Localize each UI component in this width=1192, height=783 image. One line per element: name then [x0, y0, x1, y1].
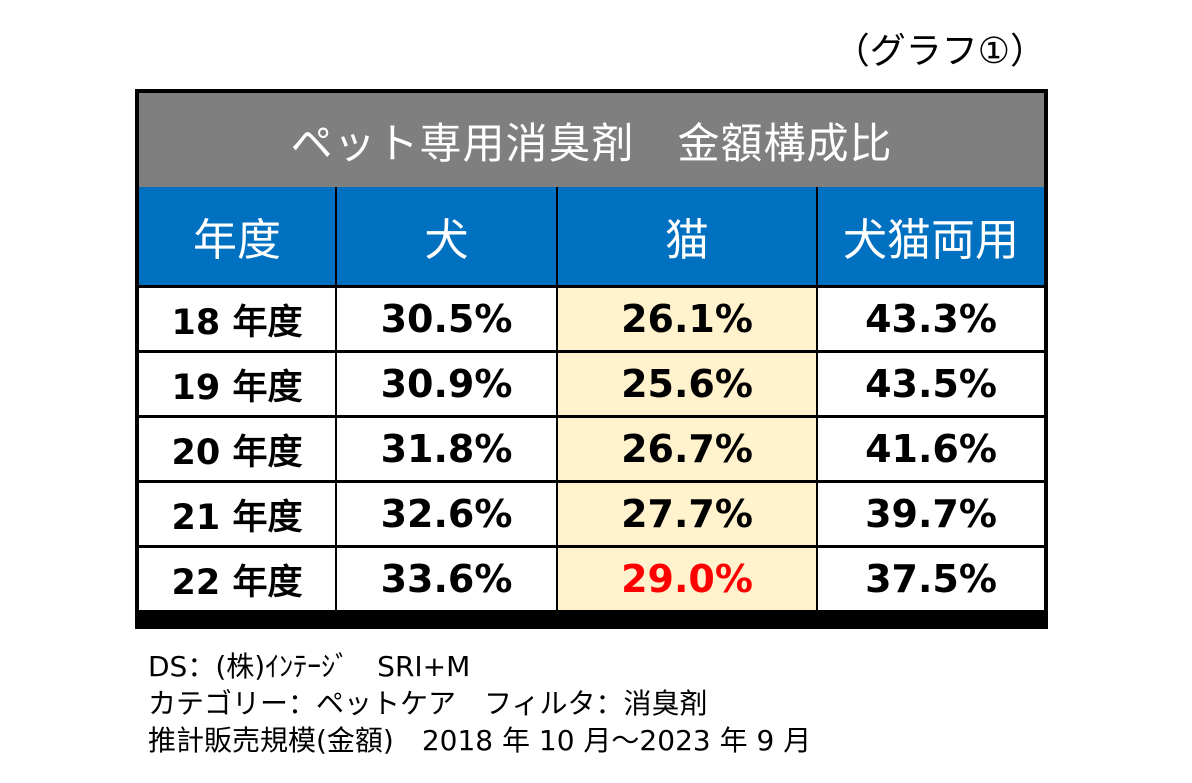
dog-share-cell: 30.5%	[337, 288, 556, 350]
category-filter-note: カテゴリー：ペットケア フィルタ：消臭剤	[148, 687, 708, 720]
source-notes: DS：(株)ｲﾝﾃｰｼﾞ SRI+M カテゴリー：ペットケア フィルタ：消臭剤 …	[148, 648, 811, 759]
data-source-note: DS：(株)ｲﾝﾃｰｼﾞ SRI+M	[148, 650, 471, 683]
row-year-cell: 22 年度	[139, 548, 335, 610]
graph-number-label: （グラフ①）	[833, 31, 1046, 72]
cat-share-cell: 26.7%	[558, 418, 816, 480]
column-header-year: 年度	[139, 187, 335, 285]
dog-share-cell: 32.6%	[337, 483, 556, 545]
table-grid: 年度 犬 猫 犬猫両用 18 年度 30.5% 26.1% 43.3% 19 年…	[139, 187, 1044, 621]
dog-share-cell: 33.6%	[337, 548, 556, 610]
period-note: 推計販売規模(金額) 2018 年 10 月～2023 年 9 月	[148, 724, 812, 757]
both-share-cell: 39.7%	[818, 483, 1044, 545]
column-header-both: 犬猫両用	[818, 187, 1044, 285]
both-share-cell: 43.5%	[818, 353, 1044, 415]
row-year-cell: 20 年度	[139, 418, 335, 480]
dog-share-cell: 31.8%	[337, 418, 556, 480]
table-title: ペット専用消臭剤 金額構成比	[139, 93, 1044, 187]
cat-share-cell: 25.6%	[558, 353, 816, 415]
cat-share-cell: 27.7%	[558, 483, 816, 545]
cat-share-cell: 26.1%	[558, 288, 816, 350]
composition-table: ペット専用消臭剤 金額構成比 年度 犬 猫 犬猫両用 18 年度 30.5% 2…	[135, 89, 1048, 629]
column-header-cat: 猫	[558, 187, 816, 285]
row-year-cell: 19 年度	[139, 353, 335, 415]
row-year-cell: 18 年度	[139, 288, 335, 350]
row-year-cell: 21 年度	[139, 483, 335, 545]
both-share-cell: 41.6%	[818, 418, 1044, 480]
cat-share-cell: 29.0%	[558, 548, 816, 610]
column-header-dog: 犬	[337, 187, 556, 285]
both-share-cell: 37.5%	[818, 548, 1044, 610]
dog-share-cell: 30.9%	[337, 353, 556, 415]
both-share-cell: 43.3%	[818, 288, 1044, 350]
